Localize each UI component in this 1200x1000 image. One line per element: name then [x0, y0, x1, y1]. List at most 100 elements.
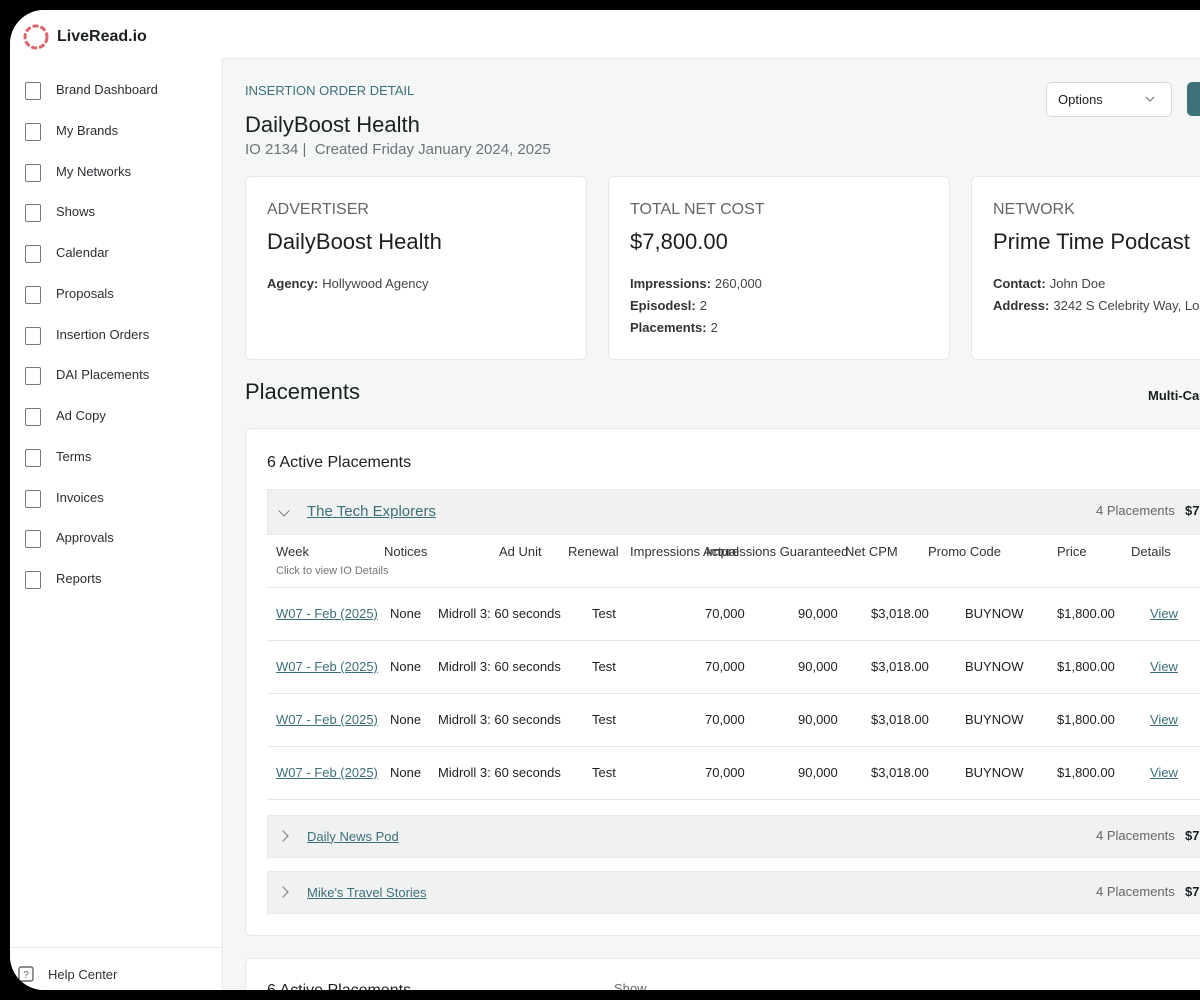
table-cell: None — [390, 712, 422, 727]
nav-icon — [25, 530, 41, 549]
row-divider — [267, 640, 1200, 641]
detail-key: Placements: — [630, 320, 707, 335]
view-link[interactable]: View — [1150, 765, 1178, 780]
week-link[interactable]: W07 - Feb (2025) — [276, 659, 378, 674]
table-cell: $1,800.00 — [1057, 765, 1115, 780]
row-divider — [267, 746, 1200, 747]
card-title: $7,800.00 — [630, 229, 728, 254]
help-center[interactable]: Help Center — [48, 967, 118, 982]
placement-total: $7 — [1185, 503, 1200, 518]
table-cell: $3,018.00 — [871, 765, 929, 780]
nav-item[interactable]: Reports — [56, 571, 102, 586]
show-link[interactable]: Daily News Pod — [307, 828, 399, 844]
table-cell: $3,018.00 — [871, 712, 929, 727]
table-cell: Test — [592, 606, 616, 621]
info-card — [971, 176, 1200, 360]
detail-value: 260,000 — [714, 276, 762, 291]
week-link[interactable]: W07 - Feb (2025) — [276, 712, 378, 727]
column-hint: Click to view IO Details — [276, 565, 389, 577]
logo-icon — [23, 24, 49, 50]
detail-key: Episodesl: — [630, 298, 696, 313]
nav-icon — [25, 285, 41, 304]
detail-key: Address: — [993, 298, 1050, 313]
row-divider — [267, 693, 1200, 694]
nav-icon — [25, 245, 41, 263]
table-cell: 70,000 — [705, 765, 745, 780]
table-cell: BUYNOW — [965, 606, 1024, 621]
nav-item[interactable]: Approvals — [56, 530, 114, 546]
nav-item[interactable]: My Brands — [56, 122, 119, 138]
options-label: Options — [1058, 92, 1103, 107]
nav-icon — [25, 122, 41, 141]
show-link[interactable]: Mike's Travel Stories — [307, 884, 427, 900]
placement-count: 4 Placements — [1096, 827, 1175, 843]
group-header[interactable] — [267, 815, 1200, 858]
column-header: Impressions Guaranteed — [706, 544, 849, 559]
nav-icon — [25, 448, 41, 467]
nav-icon — [25, 367, 41, 386]
info-card — [245, 176, 587, 360]
options-select[interactable]: Options — [1046, 82, 1172, 117]
row-divider — [267, 799, 1200, 800]
table-cell: None — [390, 659, 422, 674]
column-header: Renewal — [568, 544, 619, 559]
table-cell: Midroll 3: 60 seconds — [438, 765, 561, 780]
table-cell: None — [390, 765, 422, 780]
multi-campaign[interactable]: Multi-Ca — [1148, 388, 1200, 403]
top-bar — [222, 10, 1200, 59]
nav-item[interactable]: Insertion Orders — [56, 326, 150, 342]
section-title: Placements — [245, 379, 360, 404]
column-header: Details — [1131, 544, 1171, 559]
page-title: DailyBoost Health — [245, 112, 420, 137]
nav-item[interactable]: Proposals — [56, 285, 114, 301]
show-link[interactable]: The Tech Explorers — [307, 503, 436, 520]
view-link[interactable]: View — [1150, 712, 1178, 727]
table-cell: $1,800.00 — [1057, 659, 1115, 674]
table-cell: 90,000 — [798, 712, 838, 727]
nav-item[interactable]: Ad Copy — [56, 408, 106, 423]
nav-item[interactable]: Calendar — [56, 245, 109, 260]
column-header: Ad Unit — [499, 544, 542, 559]
detail-value: John Doe — [1049, 276, 1106, 291]
column-header: Price — [1057, 544, 1087, 559]
table-cell: $3,018.00 — [871, 606, 929, 621]
view-link[interactable]: View — [1150, 606, 1178, 621]
nav-item[interactable]: Brand Dashboard — [56, 82, 158, 97]
info-card — [608, 176, 950, 360]
detail-value: 2 — [710, 320, 718, 335]
nav-item[interactable]: DAI Placements — [56, 367, 150, 383]
table-cell: Midroll 3: 60 seconds — [438, 606, 561, 621]
help-icon: ? — [18, 966, 34, 982]
group-header[interactable] — [267, 871, 1200, 914]
column-header: Week — [276, 544, 309, 559]
week-link[interactable]: W07 - Feb (2025) — [276, 765, 378, 780]
table-cell: 90,000 — [798, 659, 838, 674]
nav-item[interactable]: Terms — [56, 448, 92, 464]
detail-value: 3242 S Celebrity Way, Los — [1053, 298, 1200, 313]
show-filter[interactable]: Show — [614, 981, 647, 990]
column-header: Promo Code — [928, 544, 1001, 559]
table-cell: 70,000 — [705, 606, 745, 621]
detail-key: Agency: — [267, 276, 319, 291]
chevron — [1145, 96, 1155, 102]
nav-icon — [25, 408, 41, 426]
nav-item[interactable]: My Networks — [56, 163, 132, 179]
nav-item[interactable]: Shows — [56, 204, 96, 220]
table-cell: BUYNOW — [965, 765, 1024, 780]
table-cell: Midroll 3: 60 seconds — [438, 712, 561, 727]
week-link[interactable]: W07 - Feb (2025) — [276, 606, 378, 621]
placement-total: $7 — [1185, 827, 1200, 843]
divider — [10, 947, 222, 948]
table-cell: $1,800.00 — [1057, 712, 1115, 727]
view-link[interactable]: View — [1150, 659, 1178, 674]
table-cell: $1,800.00 — [1057, 606, 1115, 621]
nav-item[interactable]: Invoices — [56, 489, 104, 505]
action-button[interactable] — [1187, 82, 1200, 116]
table-cell: BUYNOW — [965, 712, 1024, 727]
card-title: Prime Time Podcast — [993, 229, 1190, 254]
placement-count: 4 Placements — [1096, 503, 1175, 518]
group-header[interactable] — [267, 489, 1200, 535]
column-header: Notices — [384, 544, 428, 559]
card-label: ADVERTISER — [267, 201, 369, 218]
column-header: Impressions Actual — [630, 544, 740, 559]
